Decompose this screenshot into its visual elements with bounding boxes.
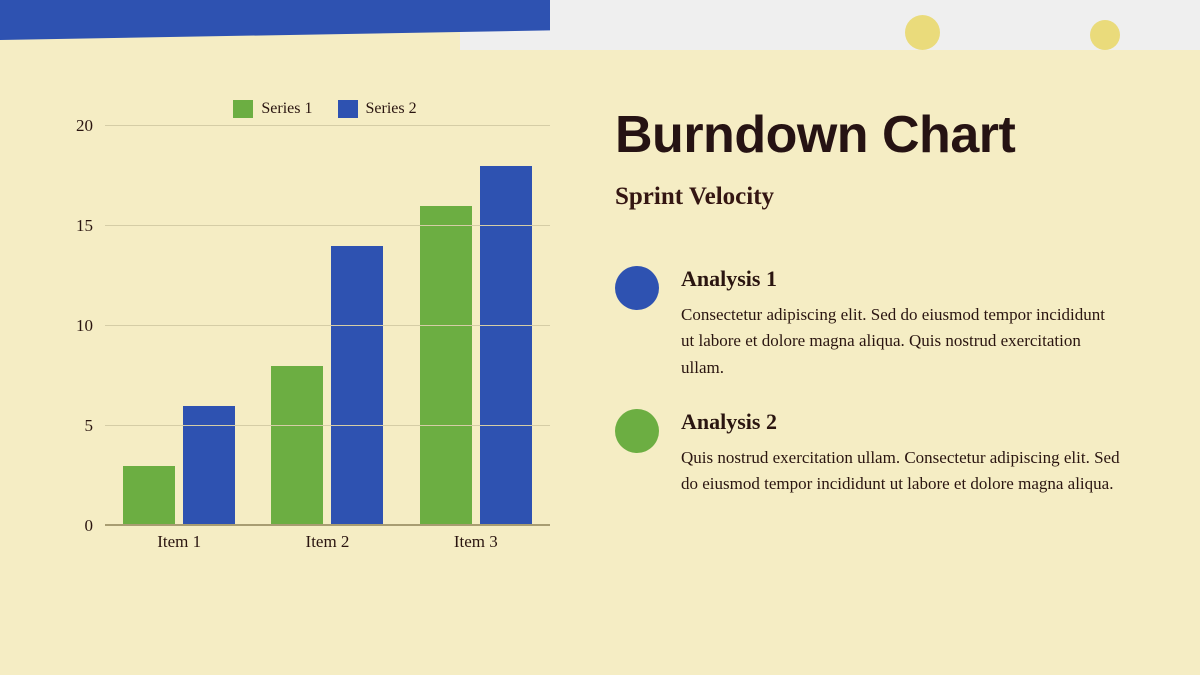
- y-tick-label: 0: [85, 516, 94, 536]
- bar: [331, 246, 383, 526]
- analysis-heading: Analysis 1: [681, 266, 1120, 292]
- bar-group: [402, 126, 550, 526]
- legend-swatch-icon: [233, 100, 253, 118]
- analysis-content: Analysis 2 Quis nostrud exercitation ulla…: [681, 409, 1140, 498]
- x-tick-label: Item 3: [402, 526, 550, 556]
- gridline: [105, 125, 550, 126]
- chart-canvas: 05101520 Item 1Item 2Item 3: [105, 126, 560, 556]
- page-subtitle: Sprint Velocity: [615, 183, 1140, 211]
- y-tick-label: 5: [85, 416, 94, 436]
- legend-item: Series 2: [338, 100, 417, 118]
- content-row: Series 1Series 2 05101520 Item 1Item 2It…: [0, 60, 1200, 675]
- gridline: [105, 425, 550, 426]
- y-tick-label: 20: [76, 116, 93, 136]
- text-panel: Burndown Chart Sprint Velocity Analysis …: [570, 60, 1200, 675]
- bar-group: [253, 126, 401, 526]
- x-tick-labels: Item 1Item 2Item 3: [105, 526, 550, 556]
- bars-container: [105, 126, 550, 526]
- chart-legend: Series 1 Series 2: [90, 100, 560, 118]
- deco-circle-icon: [905, 15, 940, 50]
- bar: [271, 366, 323, 526]
- legend-swatch-icon: [338, 100, 358, 118]
- gridline: [105, 325, 550, 326]
- legend-label: Series 2: [366, 100, 417, 118]
- deco-circle-icon: [1090, 20, 1120, 50]
- bar: [183, 406, 235, 526]
- gridline: [105, 225, 550, 226]
- bar: [123, 466, 175, 526]
- header-gray-block: [460, 0, 1200, 50]
- bar: [480, 166, 532, 526]
- page-title: Burndown Chart: [615, 105, 1140, 165]
- bar-group: [105, 126, 253, 526]
- legend-label: Series 1: [261, 100, 312, 118]
- chart-panel: Series 1Series 2 05101520 Item 1Item 2It…: [0, 60, 570, 675]
- x-tick-label: Item 2: [253, 526, 401, 556]
- analysis-body: Quis nostrud exercitation ullam. Consect…: [681, 445, 1120, 498]
- bar: [420, 206, 472, 526]
- bullet-circle-icon: [615, 266, 659, 310]
- x-tick-label: Item 1: [105, 526, 253, 556]
- analysis-block: Analysis 1 Consectetur adipiscing elit. S…: [615, 266, 1140, 381]
- legend-item: Series 1: [233, 100, 312, 118]
- analyses-list: Analysis 1 Consectetur adipiscing elit. S…: [615, 266, 1140, 498]
- bullet-circle-icon: [615, 409, 659, 453]
- y-tick-label: 15: [76, 216, 93, 236]
- analysis-body: Consectetur adipiscing elit. Sed do eius…: [681, 302, 1120, 381]
- y-tick-label: 10: [76, 316, 93, 336]
- analysis-content: Analysis 1 Consectetur adipiscing elit. S…: [681, 266, 1140, 381]
- analysis-heading: Analysis 2: [681, 409, 1120, 435]
- plot-area: 05101520: [105, 126, 550, 526]
- analysis-block: Analysis 2 Quis nostrud exercitation ulla…: [615, 409, 1140, 498]
